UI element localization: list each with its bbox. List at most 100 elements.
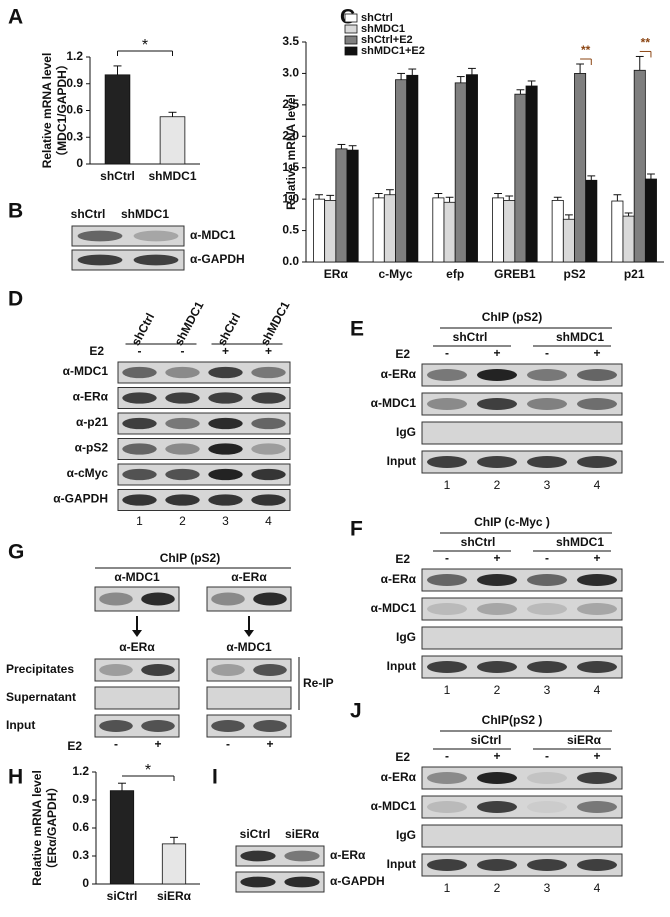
bar (159, 116, 186, 165)
x-tick-label: GREB1 (494, 267, 536, 281)
row-label: α-GAPDH (190, 252, 245, 266)
y-tick-label: 0 (82, 876, 89, 890)
bar (551, 199, 564, 263)
bar (514, 93, 527, 263)
column-label: shMDC1 (172, 299, 207, 348)
band (477, 574, 517, 586)
e2-sign: - (138, 344, 142, 358)
legend-label: shCtrl+E2 (361, 34, 413, 46)
band (527, 859, 567, 871)
bar (406, 74, 419, 263)
group-label: shMDC1 (556, 330, 604, 344)
bar (443, 201, 456, 263)
band (477, 772, 517, 784)
y-tick-label: 3.0 (282, 66, 299, 80)
e2-sign: + (493, 551, 500, 565)
column-label: siCtrl (240, 827, 271, 841)
band (577, 369, 617, 381)
x-tick-label: p21 (624, 267, 645, 281)
band (77, 230, 123, 242)
band (251, 494, 286, 506)
x-tick-label: siERα (157, 889, 192, 903)
y-tick-label: 0 (76, 156, 83, 170)
row-label: IgG (396, 425, 416, 439)
significance: ** (581, 43, 591, 57)
band (141, 592, 175, 606)
band (251, 417, 286, 430)
e2-sign: - (545, 551, 549, 565)
significance: * (142, 37, 148, 54)
y-axis-label: Relative mRNA level (40, 53, 54, 169)
lane-number: 3 (544, 478, 551, 492)
band (133, 254, 179, 266)
column-label: shCtrl (71, 207, 106, 221)
band (477, 801, 517, 813)
legend-label: shMDC1+E2 (361, 45, 425, 57)
y-tick-label: 0.9 (72, 792, 89, 806)
e2-sign: - (445, 749, 449, 763)
e2-sign: + (493, 346, 500, 360)
row-label: IgG (396, 630, 416, 644)
bar (313, 198, 326, 263)
y-tick-label: 3.5 (282, 34, 299, 48)
blot-strip (117, 412, 291, 435)
blot-strip (421, 421, 623, 445)
bar (104, 74, 131, 165)
y-tick-label: 1.5 (282, 160, 299, 174)
column-label: shMDC1 (258, 299, 293, 348)
group-label: shCtrl (453, 330, 488, 344)
band (251, 443, 286, 455)
group-label: siCtrl (471, 733, 502, 747)
lane-number: 3 (544, 881, 551, 895)
band (284, 850, 320, 862)
band (477, 398, 517, 410)
band (427, 603, 467, 615)
band (251, 468, 286, 481)
band (133, 230, 179, 242)
panel-letter: A (8, 6, 23, 29)
e2-sign: + (265, 344, 272, 358)
bar (562, 218, 575, 263)
band (577, 574, 617, 586)
e2-sign: + (593, 346, 600, 360)
x-tick-label: shMDC1 (148, 169, 196, 183)
bar (432, 197, 445, 263)
y-tick-label: 0.0 (282, 254, 299, 268)
blot-strip (421, 824, 623, 848)
band (122, 417, 157, 430)
row-label: α-MDC1 (190, 228, 236, 242)
band (427, 661, 467, 673)
panel-letter: F (350, 518, 363, 541)
band (527, 369, 567, 381)
bar (611, 200, 624, 263)
blot-strip (117, 438, 291, 460)
band (477, 369, 517, 381)
row-label: α-GAPDH (330, 874, 385, 888)
e2-sign: + (266, 737, 273, 751)
e2-sign: + (493, 749, 500, 763)
bar (465, 74, 478, 263)
y-tick-label: 0.9 (66, 76, 83, 90)
row-label: Input (6, 718, 35, 732)
band (165, 392, 200, 404)
x-tick-label: pS2 (563, 267, 585, 281)
blot-strip (117, 489, 291, 511)
bar (161, 843, 187, 885)
band (284, 876, 320, 888)
arrow-head (244, 630, 254, 637)
y-tick-label: 1.2 (72, 764, 89, 778)
band (208, 392, 243, 404)
e2-sign: - (545, 749, 549, 763)
band (527, 661, 567, 673)
bar (525, 85, 538, 263)
bar (372, 197, 385, 263)
band (427, 456, 467, 468)
blot-strip (421, 363, 623, 387)
panel-letter: J (350, 700, 362, 723)
row-label: Input (387, 857, 416, 871)
y-tick-label: 2.5 (282, 97, 299, 111)
band (427, 772, 467, 784)
bar (503, 199, 516, 263)
y-axis-label: （ERα/GAPDH） (44, 781, 59, 876)
